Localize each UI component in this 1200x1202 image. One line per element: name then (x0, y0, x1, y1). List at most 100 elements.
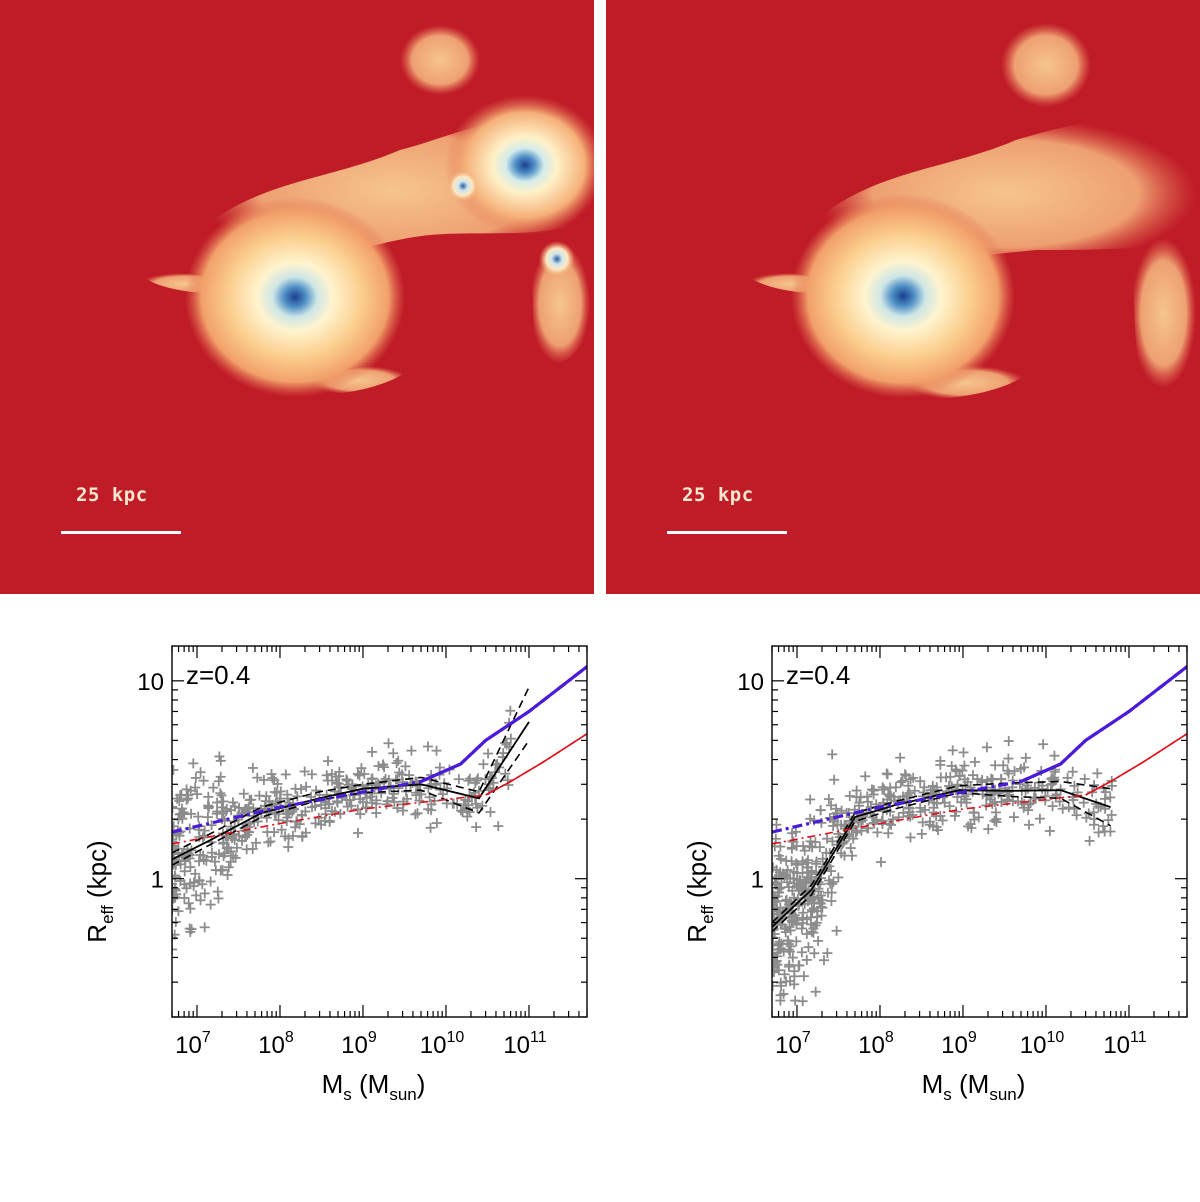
scatter-point (908, 772, 919, 783)
scatter-point (242, 829, 253, 840)
scatter-point (801, 954, 812, 965)
series-median (772, 789, 1111, 928)
scatter-point (928, 807, 939, 818)
scatter-point (799, 845, 810, 856)
scatter-point (391, 758, 402, 769)
scatter-point (772, 966, 780, 977)
scatter-point (1062, 772, 1073, 783)
scatter-point (310, 801, 321, 812)
scale-label-right: 25 kpc (682, 484, 754, 506)
x-tick-label: 1011 (503, 1029, 546, 1059)
chart-right: 107 108 109 1010 1011 1 10 z=0.4 Ms (Msun) Reff (… (600, 600, 1200, 1202)
scatter-point (815, 805, 826, 816)
scatter-point (195, 895, 206, 906)
scale-bar-left (61, 531, 181, 534)
plot-area (772, 665, 1187, 1007)
scatter-point (354, 770, 365, 781)
scatter-point (292, 791, 303, 802)
scatter-point (371, 795, 382, 806)
scatter-point (845, 843, 856, 854)
scatter-point (244, 795, 255, 806)
scatter-point (809, 948, 820, 959)
scatter-point (172, 883, 180, 894)
scatter-point (868, 789, 879, 800)
scatter-point (782, 877, 793, 888)
scatter-point (352, 768, 363, 779)
scatter-point (1084, 835, 1095, 846)
series-upper (172, 686, 530, 854)
scatter-point (327, 775, 338, 786)
scatter-point (1067, 766, 1078, 777)
scatter-point (1057, 803, 1068, 814)
scatter-point (280, 769, 291, 780)
scatter-point (172, 764, 179, 775)
scatter-point (987, 774, 998, 785)
scatter-point (426, 779, 437, 790)
scatter-point (924, 816, 935, 827)
scatter-point (935, 810, 946, 821)
scatter-point (773, 850, 784, 861)
scatter-point (890, 782, 901, 793)
scatter-point (322, 756, 333, 767)
scatter-point (905, 832, 916, 843)
scatter-point (198, 775, 209, 786)
satellite-left-2 (539, 241, 575, 277)
scatter-point (414, 795, 425, 806)
scatter-point (185, 862, 196, 873)
scatter-point (787, 952, 798, 963)
scatter-point (863, 823, 874, 834)
scatter-point (323, 799, 334, 810)
scatter-point (218, 796, 229, 807)
scatter-point (379, 762, 390, 773)
chart-title: z=0.4 (186, 660, 250, 690)
scatter-point (215, 865, 226, 876)
scatter-point (464, 773, 475, 784)
scatter-point (179, 866, 190, 877)
main-galaxy-left (185, 197, 405, 397)
scatter-point (1092, 768, 1103, 779)
scatter-point (990, 807, 1001, 818)
scatter-point (310, 818, 321, 829)
scatter-point (807, 906, 818, 917)
scatter-point (810, 986, 821, 997)
scatter-point (931, 798, 942, 809)
scatter-point (505, 733, 516, 744)
x-tick-label: 1010 (1020, 1029, 1065, 1059)
scatter-point (283, 842, 294, 853)
scatter-point (179, 892, 190, 903)
scatter-point (1003, 768, 1014, 779)
scatter-point (903, 780, 914, 791)
scatter-point (773, 887, 784, 898)
scatter-point (968, 807, 979, 818)
scatter-point (247, 762, 258, 773)
scatter-point (1019, 762, 1030, 773)
scatter-point (1088, 807, 1099, 818)
scatter-point (946, 760, 957, 771)
scatter-point (783, 944, 794, 955)
scatter-point (827, 749, 838, 760)
scatter-point (229, 801, 240, 812)
scatter-point (809, 898, 820, 909)
scatter-point (221, 803, 232, 814)
scatter-point (784, 959, 795, 970)
scatter-point (817, 853, 828, 864)
scatter-point (269, 827, 280, 838)
scatter-point (805, 836, 816, 847)
scale-label-left: 25 kpc (76, 484, 148, 506)
scatter-point (866, 784, 877, 795)
y-tick-label: 10 (137, 669, 164, 696)
scatter-point (829, 774, 840, 785)
scatter-point (329, 806, 340, 817)
scatter-point (1050, 790, 1061, 801)
scatter-point (1106, 809, 1117, 820)
scatter-point (872, 827, 883, 838)
scatter-point (394, 767, 405, 778)
scatter-point (1003, 753, 1014, 764)
scatter-point (826, 800, 837, 811)
scatter-point (412, 808, 423, 819)
scatter-point (996, 773, 1007, 784)
scatter-point (791, 936, 802, 947)
scatter-point (478, 759, 489, 770)
chart-left-svg: 107 108 109 1010 1011 1 10 z=0.4 Ms (Msun) Reff (… (82, 645, 588, 1104)
scatter-point (779, 871, 790, 882)
